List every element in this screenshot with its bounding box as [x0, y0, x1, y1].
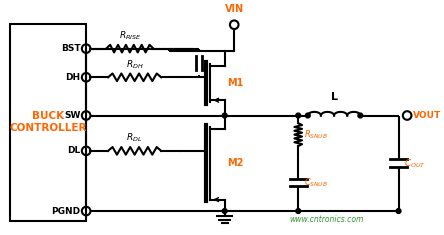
- Text: SW: SW: [64, 111, 80, 120]
- Text: BST: BST: [61, 44, 80, 53]
- Text: $R_{SNUB}$: $R_{SNUB}$: [304, 128, 328, 141]
- FancyBboxPatch shape: [10, 24, 86, 221]
- Text: PGND: PGND: [52, 207, 80, 215]
- Circle shape: [305, 113, 310, 118]
- Text: $R_{DL}$: $R_{DL}$: [127, 132, 143, 144]
- Text: DL: DL: [67, 146, 80, 155]
- Circle shape: [222, 209, 227, 213]
- Text: $R_{RISE}$: $R_{RISE}$: [119, 29, 141, 42]
- Text: $C_{OUT}$: $C_{OUT}$: [404, 157, 426, 169]
- Circle shape: [222, 113, 227, 118]
- Text: VIN: VIN: [225, 4, 244, 14]
- Circle shape: [296, 113, 301, 118]
- Circle shape: [358, 113, 363, 118]
- Text: M2: M2: [227, 158, 244, 168]
- Text: VOUT: VOUT: [413, 111, 441, 120]
- Text: www.cntronics.com: www.cntronics.com: [289, 215, 364, 224]
- Text: L: L: [331, 92, 337, 102]
- Text: M1: M1: [227, 78, 244, 88]
- Text: BUCK
CONTROLLER: BUCK CONTROLLER: [9, 111, 87, 133]
- Circle shape: [296, 209, 301, 213]
- Circle shape: [396, 209, 401, 213]
- Text: DH: DH: [65, 73, 80, 82]
- Text: $R_{DH}$: $R_{DH}$: [126, 58, 143, 70]
- Text: $C_{SNUB}$: $C_{SNUB}$: [304, 176, 328, 189]
